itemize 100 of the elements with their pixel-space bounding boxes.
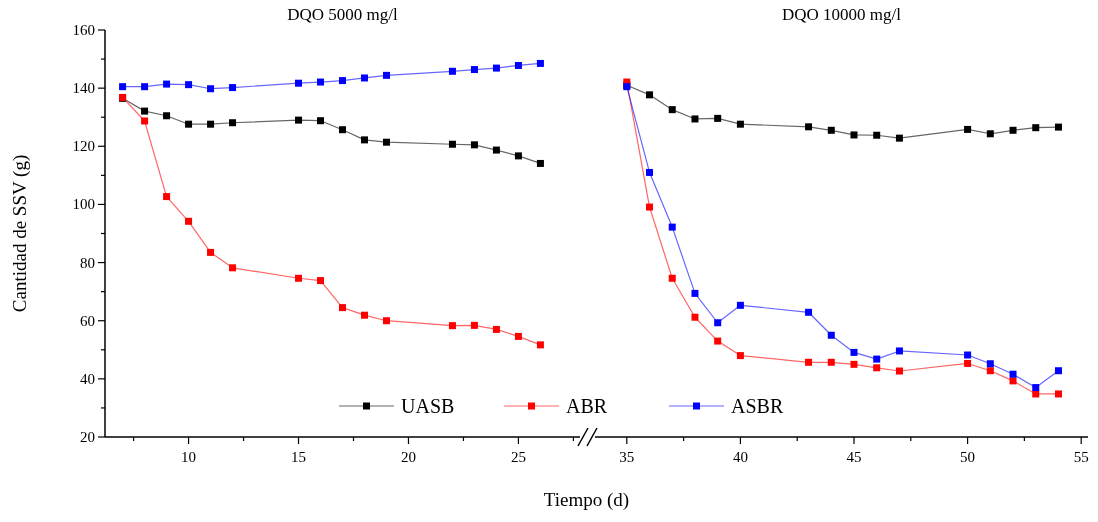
point: [691, 313, 699, 321]
point: [873, 355, 881, 363]
point: [119, 83, 127, 91]
point: [492, 64, 500, 72]
point: [668, 223, 676, 231]
point: [360, 311, 368, 319]
y-tick-label: 40: [80, 370, 95, 387]
legend-label: UASB: [401, 395, 455, 417]
point: [646, 91, 654, 99]
point: [207, 248, 215, 256]
point: [827, 358, 835, 366]
y-axis-title: Cantidad de SSV (g): [9, 154, 31, 313]
point: [207, 120, 215, 128]
point: [185, 217, 193, 225]
point: [850, 131, 858, 139]
x-axis-title: Tiempo (d): [543, 489, 630, 511]
point: [382, 138, 390, 146]
legend-label: ABR: [566, 395, 608, 417]
point: [850, 360, 858, 368]
point: [1009, 370, 1017, 378]
point: [360, 74, 368, 82]
y-tick-label: 100: [72, 196, 95, 213]
chart-title: DQO 10000 mg/l: [782, 5, 902, 24]
point: [714, 319, 722, 327]
point: [873, 364, 881, 372]
x-tick-label: 50: [960, 449, 976, 465]
point: [964, 359, 972, 367]
point: [668, 106, 676, 114]
point: [827, 331, 835, 339]
x-tick-label: 40: [732, 449, 748, 465]
point: [492, 146, 500, 154]
point: [163, 193, 171, 201]
point: [1009, 126, 1017, 134]
point: [1054, 390, 1062, 398]
point: [339, 77, 346, 85]
y-tick-label: 120: [72, 138, 95, 155]
point: [339, 126, 346, 134]
point: [850, 348, 858, 356]
point: [295, 274, 303, 282]
point: [1032, 384, 1040, 392]
point: [536, 59, 544, 67]
point: [714, 337, 722, 345]
point: [964, 125, 972, 133]
x-tick-label: 35: [619, 449, 635, 465]
point: [986, 130, 994, 138]
point: [339, 304, 346, 312]
point: [1054, 367, 1062, 375]
point: [470, 141, 478, 149]
point: [514, 332, 522, 340]
point: [207, 85, 215, 93]
point: [805, 358, 813, 366]
point: [805, 123, 813, 131]
point: [448, 140, 456, 148]
point: [470, 66, 478, 74]
point: [163, 112, 171, 120]
point: [382, 317, 390, 325]
legend-label: ASBR: [731, 395, 784, 417]
point: [448, 67, 456, 75]
point: [873, 131, 881, 139]
point: [736, 301, 744, 309]
point: [229, 264, 237, 272]
point: [895, 134, 903, 142]
point: [646, 203, 654, 211]
point: [317, 277, 325, 285]
point: [964, 351, 972, 359]
point: [895, 347, 903, 355]
x-tick-label: 15: [291, 449, 307, 465]
point: [141, 83, 149, 91]
point: [668, 274, 676, 282]
point: [714, 114, 722, 122]
point: [163, 80, 171, 88]
point: [895, 367, 903, 375]
point: [317, 117, 325, 125]
point: [827, 126, 835, 134]
point: [805, 308, 813, 316]
y-tick-label: 140: [72, 80, 95, 97]
point: [295, 79, 303, 87]
point: [646, 168, 654, 176]
y-tick-label: 160: [72, 22, 95, 38]
point: [141, 117, 149, 125]
x-tick-label: 10: [181, 449, 197, 465]
point: [1032, 124, 1040, 132]
x-tick-label: 45: [846, 449, 862, 465]
point: [229, 84, 237, 92]
point: [691, 289, 699, 297]
x-tick-label: 20: [400, 449, 416, 465]
point: [382, 71, 390, 79]
point: [360, 136, 368, 144]
point: [185, 120, 193, 128]
point: [536, 159, 544, 167]
point: [492, 325, 500, 333]
point: [470, 321, 478, 329]
x-tick-label: 25: [510, 449, 526, 465]
point: [514, 152, 522, 160]
chart-title: DQO 5000 mg/l: [287, 5, 399, 24]
x-tick-label: 55: [1073, 449, 1089, 465]
point: [317, 78, 325, 86]
y-tick-label: 20: [80, 429, 95, 445]
point: [141, 107, 149, 115]
point: [736, 352, 744, 360]
